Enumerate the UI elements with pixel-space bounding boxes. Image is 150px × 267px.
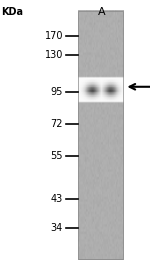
Text: 43: 43 [51,194,63,204]
Bar [78,11,123,259]
Text: 72: 72 [51,119,63,129]
Text: 34: 34 [51,223,63,233]
Text: 95: 95 [51,87,63,97]
Text: 55: 55 [51,151,63,161]
Text: 130: 130 [45,50,63,60]
Text: KDa: KDa [1,7,23,17]
Bar [78,11,123,259]
Text: 170: 170 [45,31,63,41]
Text: A: A [98,7,105,17]
